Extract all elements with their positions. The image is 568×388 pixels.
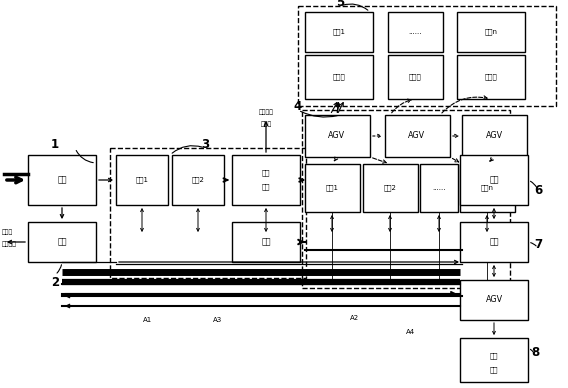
Text: 离心1: 离心1 bbox=[136, 177, 148, 183]
Text: 4: 4 bbox=[294, 100, 302, 114]
Bar bbox=[172, 155, 224, 205]
Text: 缓冲区: 缓冲区 bbox=[408, 74, 421, 80]
Bar bbox=[116, 155, 168, 205]
Text: 出样2: 出样2 bbox=[383, 185, 396, 191]
Bar bbox=[302, 110, 510, 288]
Bar bbox=[388, 12, 443, 52]
Bar bbox=[457, 55, 525, 99]
Text: ......: ...... bbox=[408, 29, 422, 35]
Text: 样品删除: 样品删除 bbox=[2, 241, 17, 247]
Bar bbox=[457, 12, 525, 52]
Text: A1: A1 bbox=[143, 317, 153, 323]
Text: 缓冲区: 缓冲区 bbox=[485, 74, 498, 80]
Bar bbox=[420, 164, 458, 212]
Text: 7: 7 bbox=[534, 239, 542, 251]
Bar bbox=[460, 338, 528, 382]
Bar bbox=[460, 155, 528, 205]
Text: AGV: AGV bbox=[486, 132, 503, 140]
Text: 缓冲区: 缓冲区 bbox=[333, 74, 345, 80]
Text: 5: 5 bbox=[336, 0, 344, 9]
Text: A2: A2 bbox=[350, 315, 360, 321]
Text: 6: 6 bbox=[534, 184, 542, 196]
Text: 加盖: 加盖 bbox=[489, 237, 499, 246]
Text: 8: 8 bbox=[531, 345, 539, 359]
Bar bbox=[388, 55, 443, 99]
Text: AGV: AGV bbox=[408, 132, 425, 140]
Text: 血清: 血清 bbox=[262, 170, 270, 176]
Bar bbox=[460, 280, 528, 320]
Bar bbox=[462, 115, 527, 157]
Bar bbox=[460, 222, 528, 262]
Text: 不合格: 不合格 bbox=[2, 229, 13, 235]
Text: 开盖: 开盖 bbox=[261, 237, 271, 246]
Text: 存储: 存储 bbox=[490, 367, 498, 373]
Bar bbox=[110, 148, 306, 278]
Bar bbox=[28, 155, 96, 205]
Text: A4: A4 bbox=[406, 329, 415, 335]
Text: AGV: AGV bbox=[328, 132, 345, 140]
Text: AGV: AGV bbox=[486, 296, 503, 305]
Text: 出样n: 出样n bbox=[481, 185, 494, 191]
Text: ......: ...... bbox=[432, 185, 446, 191]
Text: A3: A3 bbox=[214, 317, 223, 323]
Bar bbox=[305, 115, 370, 157]
Text: 检验1: 检验1 bbox=[332, 29, 345, 35]
Text: 离心不合: 离心不合 bbox=[258, 109, 274, 115]
Text: 检验: 检验 bbox=[262, 184, 270, 190]
Bar bbox=[298, 6, 556, 106]
Bar bbox=[232, 155, 300, 205]
Bar bbox=[305, 55, 373, 99]
Bar bbox=[305, 164, 360, 212]
Bar bbox=[28, 222, 96, 262]
Text: 恒温: 恒温 bbox=[490, 353, 498, 359]
Text: 离心2: 离心2 bbox=[191, 177, 204, 183]
Text: 回收: 回收 bbox=[489, 175, 499, 185]
Text: 2: 2 bbox=[51, 275, 59, 289]
Text: 3: 3 bbox=[201, 137, 209, 151]
Text: 出样1: 出样1 bbox=[325, 185, 339, 191]
Bar bbox=[385, 115, 450, 157]
Text: 1: 1 bbox=[51, 137, 59, 151]
Text: 格删除: 格删除 bbox=[260, 121, 272, 127]
Text: 进样: 进样 bbox=[57, 175, 67, 185]
Bar bbox=[460, 164, 515, 212]
Bar bbox=[363, 164, 418, 212]
Text: 分拣: 分拣 bbox=[57, 237, 67, 246]
Bar bbox=[305, 12, 373, 52]
Text: 检验n: 检验n bbox=[485, 29, 498, 35]
Bar bbox=[232, 222, 300, 262]
